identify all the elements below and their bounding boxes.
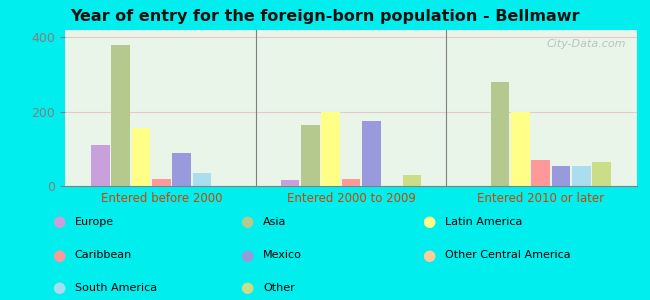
Text: City-Data.com: City-Data.com: [546, 39, 625, 50]
Text: Asia: Asia: [263, 217, 287, 227]
Bar: [511, 112, 530, 186]
Text: Latin America: Latin America: [445, 217, 523, 227]
Text: Mexico: Mexico: [263, 250, 302, 260]
Bar: [531, 160, 550, 186]
Bar: [192, 173, 211, 186]
Bar: [362, 121, 381, 186]
Bar: [301, 125, 320, 186]
Bar: [281, 180, 300, 186]
Text: South America: South America: [75, 283, 157, 293]
Text: Europe: Europe: [75, 217, 114, 227]
Bar: [321, 112, 340, 186]
Text: ●: ●: [240, 248, 254, 262]
Text: ●: ●: [52, 280, 65, 296]
Bar: [491, 82, 510, 186]
Bar: [132, 128, 150, 186]
Text: ●: ●: [52, 214, 65, 230]
Bar: [172, 153, 191, 186]
Bar: [91, 145, 110, 186]
Text: Caribbean: Caribbean: [75, 250, 132, 260]
Text: ●: ●: [240, 214, 254, 230]
Bar: [402, 175, 421, 186]
Bar: [342, 178, 360, 186]
Bar: [552, 166, 570, 186]
Text: ●: ●: [422, 248, 436, 262]
Text: Year of entry for the foreign-born population - Bellmawr: Year of entry for the foreign-born popul…: [70, 9, 580, 24]
Bar: [152, 178, 171, 186]
Text: Other: Other: [263, 283, 295, 293]
Text: Other Central America: Other Central America: [445, 250, 571, 260]
Text: ●: ●: [52, 248, 65, 262]
Bar: [572, 166, 591, 186]
Bar: [111, 45, 130, 186]
Text: ●: ●: [240, 280, 254, 296]
Bar: [592, 162, 611, 186]
Text: ●: ●: [422, 214, 436, 230]
